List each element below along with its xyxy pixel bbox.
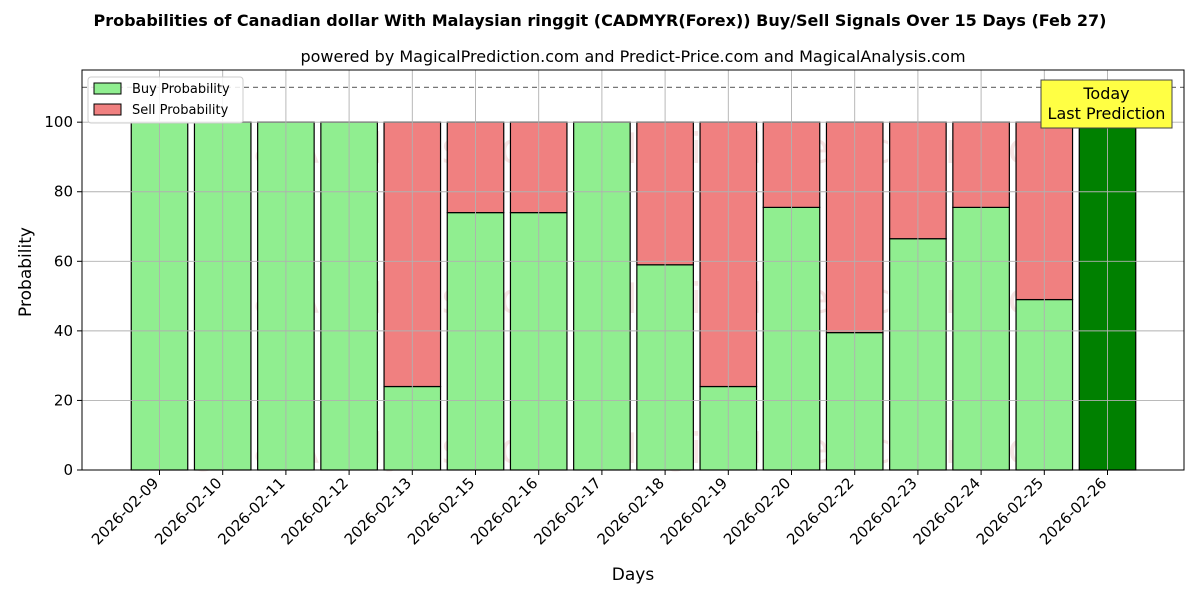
chart-subtitle: powered by MagicalPrediction.com and Pre… (300, 47, 965, 66)
annotation-box (1040, 79, 1173, 129)
x-tick-label: 2026-02-22 (783, 474, 857, 548)
y-tick-label: 20 (54, 391, 73, 409)
x-tick-label: 2026-02-12 (278, 474, 352, 548)
x-axis-label: Days (612, 565, 655, 585)
y-tick-label: 0 (63, 461, 73, 479)
y-axis-label: Probability (16, 227, 36, 317)
x-tick-label: 2026-02-09 (88, 474, 162, 548)
x-tick-label: 2026-02-11 (214, 474, 288, 548)
plot-frame (81, 69, 1185, 471)
y-tick-label: 80 (54, 183, 73, 201)
chart-title: Probabilities of Canadian dollar With Ma… (93, 11, 1106, 30)
legend-label: Sell Probability (132, 103, 229, 118)
x-tick-label: 2026-02-10 (151, 474, 225, 548)
annotation-text: Last Prediction (1048, 104, 1166, 123)
legend-label: Buy Probability (132, 82, 230, 97)
y-tick-label: 60 (54, 252, 73, 270)
x-tick-label: 2026-02-23 (846, 474, 920, 548)
x-tick-label: 2026-02-16 (467, 474, 541, 548)
x-tick-label: 2026-02-24 (910, 474, 984, 548)
x-tick-label: 2026-02-26 (1036, 474, 1110, 548)
x-tick-label: 2026-02-20 (720, 474, 794, 548)
legend-box (87, 76, 244, 124)
x-tick-label: 2026-02-19 (657, 474, 731, 548)
legend-swatch (93, 103, 122, 116)
x-tick-label: 2026-02-15 (404, 474, 478, 548)
x-tick-label: 2026-02-17 (530, 474, 604, 548)
x-tick-label: 2026-02-18 (594, 474, 668, 548)
annotation-text: Today (1082, 84, 1129, 103)
plot-area: MagicalAnalysis.comMagicalPrediction.com… (44, 69, 1185, 548)
y-tick-label: 40 (54, 322, 73, 340)
x-tick-label: 2026-02-13 (341, 474, 415, 548)
x-tick-label: 2026-02-25 (973, 474, 1047, 548)
y-tick-label: 100 (44, 113, 73, 131)
legend-swatch (93, 82, 122, 95)
